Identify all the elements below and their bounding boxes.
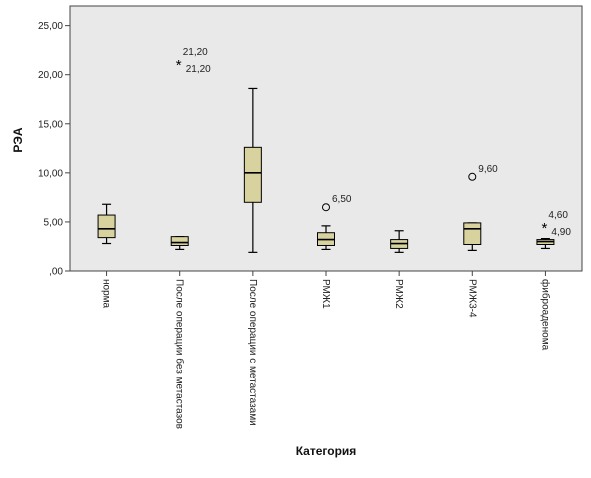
- outlier-label: 21,20: [186, 64, 211, 75]
- outlier-label: 21,20: [183, 47, 208, 58]
- box: [243, 146, 262, 203]
- outlier-label: 6,50: [332, 194, 352, 205]
- category-label: фиброаденома: [539, 279, 551, 351]
- y-axis: ,00 5,00 10,00 15,00 20,00 25,00: [38, 21, 70, 278]
- outlier-circle: [468, 172, 477, 181]
- category-label: РМЖ2: [393, 279, 404, 309]
- box-group: [243, 87, 262, 253]
- box-group: *4,60 4,90: [536, 210, 571, 250]
- category-label: РМЖ1: [320, 279, 331, 309]
- category-label: После операции без метастазов: [174, 279, 186, 429]
- category-label: После операции с метастазами: [247, 279, 258, 426]
- y-axis-title: РЭА: [11, 127, 25, 153]
- y-tick-label: 5,00: [44, 217, 64, 228]
- box-group: [97, 203, 116, 245]
- outlier-star: *: [176, 57, 182, 74]
- y-tick-label: 20,00: [38, 70, 63, 81]
- box: [463, 222, 482, 246]
- x-axis-title: Категория: [296, 444, 357, 458]
- y-tick-label: 15,00: [38, 119, 63, 130]
- y-tick-label: ,00: [49, 267, 63, 278]
- category-label: норма: [101, 279, 112, 309]
- y-tick-label: 10,00: [38, 168, 63, 179]
- box-group: 6,50: [317, 194, 352, 251]
- box: [97, 214, 116, 239]
- outlier-star: *: [542, 220, 548, 237]
- box-group: 9,60: [463, 164, 498, 251]
- y-tick-label: 25,00: [38, 21, 63, 32]
- outlier-label: 9,60: [478, 164, 498, 175]
- outlier-label: 4,90: [551, 227, 571, 238]
- x-axis: норма После операции без метастазов После …: [101, 271, 551, 429]
- outlier-circle: [322, 203, 330, 212]
- category-label: РМЖ3-4: [466, 279, 477, 318]
- outlier-label: 4,60: [548, 210, 568, 221]
- box: [170, 236, 189, 246]
- box-group: [390, 230, 409, 253]
